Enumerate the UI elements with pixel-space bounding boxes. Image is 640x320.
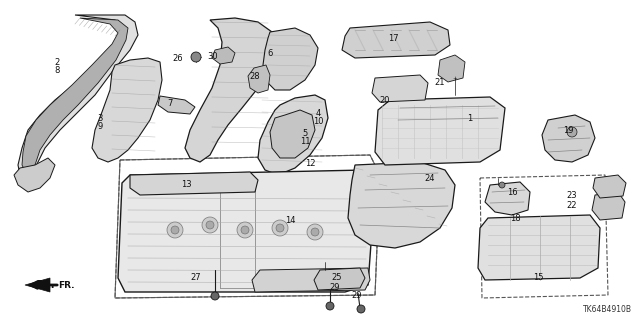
Text: 25: 25 [332,274,342,283]
Text: 20: 20 [380,95,390,105]
Polygon shape [375,97,505,165]
Polygon shape [372,75,428,102]
Text: 30: 30 [208,52,218,60]
Circle shape [206,221,214,229]
Text: 28: 28 [250,71,260,81]
Circle shape [326,302,334,310]
Polygon shape [22,18,128,175]
Text: 21: 21 [435,77,445,86]
Text: 6: 6 [268,49,273,58]
Text: 1: 1 [467,114,472,123]
Polygon shape [270,110,315,158]
Text: 4: 4 [316,108,321,117]
Text: 14: 14 [285,215,295,225]
Polygon shape [92,58,162,162]
Circle shape [311,228,319,236]
Polygon shape [263,28,318,90]
Text: 24: 24 [425,173,435,182]
Text: 22: 22 [567,201,577,210]
Text: 29: 29 [352,291,362,300]
Text: 11: 11 [300,137,310,146]
Circle shape [499,182,505,188]
Polygon shape [118,170,375,292]
Text: 7: 7 [167,99,173,108]
Circle shape [167,222,183,238]
Polygon shape [348,162,455,248]
Circle shape [237,222,253,238]
Circle shape [272,220,288,236]
Polygon shape [485,182,530,215]
Text: 10: 10 [313,116,323,125]
Circle shape [307,224,323,240]
Text: 3: 3 [97,114,102,123]
Circle shape [357,305,365,313]
Text: TK64B4910B: TK64B4910B [583,305,632,314]
Text: 27: 27 [191,274,202,283]
Circle shape [211,292,219,300]
Polygon shape [314,268,365,290]
Circle shape [567,127,577,137]
Text: 12: 12 [305,158,316,167]
Text: 26: 26 [173,53,183,62]
Circle shape [171,226,179,234]
Polygon shape [592,192,625,220]
Polygon shape [438,55,465,82]
Polygon shape [18,15,138,178]
Text: 29: 29 [330,284,340,292]
Text: FR.: FR. [58,281,74,290]
Circle shape [241,226,249,234]
Polygon shape [158,96,195,114]
Polygon shape [252,268,370,292]
Text: 9: 9 [97,122,102,131]
Polygon shape [593,175,626,198]
Text: +: + [452,76,458,81]
Text: 15: 15 [532,274,543,283]
Text: 16: 16 [507,188,517,196]
Polygon shape [342,22,450,58]
Polygon shape [130,172,258,195]
Text: 23: 23 [566,190,577,199]
Text: 5: 5 [302,129,308,138]
Circle shape [276,224,284,232]
Text: 19: 19 [563,125,573,134]
Text: 2: 2 [54,58,60,67]
Polygon shape [212,47,235,64]
Polygon shape [248,65,270,93]
Text: 18: 18 [509,213,520,222]
Circle shape [202,217,218,233]
Text: 17: 17 [388,34,398,43]
Polygon shape [25,278,50,292]
Polygon shape [542,115,595,162]
Polygon shape [14,158,55,192]
Circle shape [191,52,201,62]
Polygon shape [185,18,275,162]
Text: 13: 13 [180,180,191,188]
Polygon shape [478,215,600,280]
Text: 8: 8 [54,66,60,75]
Text: ◄FR.: ◄FR. [29,280,55,290]
Polygon shape [258,95,328,175]
